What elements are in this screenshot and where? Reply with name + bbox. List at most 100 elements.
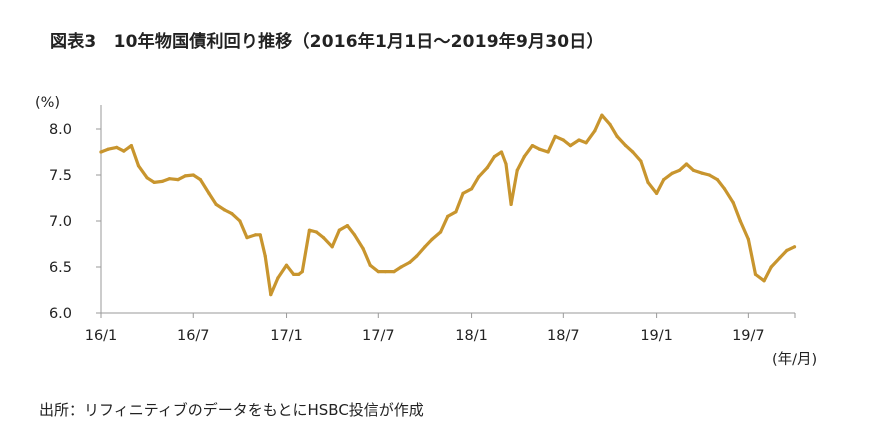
chart-labels: 6.0 6.5 7.0 7.5 8.0 16/1 16/7 17/1 17/7 18/1 18/7 1… (35, 95, 817, 368)
x-tick-label: 17/7 (362, 328, 395, 344)
chart-series (99, 113, 797, 297)
data-point (546, 150, 550, 154)
data-point (330, 245, 334, 249)
data-point (707, 173, 711, 177)
data-point (183, 174, 187, 178)
data-point (345, 224, 349, 228)
data-point (258, 233, 262, 237)
data-point (176, 178, 180, 182)
data-point (191, 173, 195, 177)
data-point (485, 166, 489, 170)
data-point (684, 162, 689, 166)
data-point (392, 270, 396, 274)
data-point (778, 256, 782, 260)
data-point (245, 236, 249, 240)
data-point (106, 147, 110, 151)
data-point (122, 149, 126, 153)
data-point (284, 263, 289, 267)
data-point (361, 247, 365, 251)
data-point (430, 237, 434, 241)
data-point (352, 233, 357, 237)
x-tick-label: 16/1 (85, 328, 118, 344)
data-point (662, 178, 666, 182)
data-point (415, 254, 419, 258)
data-point (608, 122, 612, 126)
data-point (337, 228, 341, 232)
data-point (746, 237, 751, 241)
x-tick-label: 16/7 (177, 328, 210, 344)
data-point (499, 150, 504, 154)
data-point (470, 187, 474, 191)
data-point (785, 248, 789, 252)
data-point (368, 263, 372, 267)
data-point (792, 245, 797, 249)
data-point (152, 180, 156, 184)
data-point (292, 272, 296, 276)
data-point (504, 162, 508, 166)
data-point (670, 171, 674, 175)
y-tick-label: 6.5 (49, 260, 72, 276)
data-point (584, 141, 588, 145)
data-point (408, 260, 412, 264)
data-point (530, 144, 535, 148)
data-point (477, 175, 481, 179)
data-point (715, 178, 720, 182)
data-point (297, 272, 301, 276)
data-point (738, 219, 742, 223)
data-point (646, 180, 650, 184)
data-point (615, 134, 619, 138)
data-point (577, 138, 581, 142)
data-point (492, 155, 496, 159)
data-point (383, 270, 387, 274)
data-point (160, 179, 164, 183)
series-line (99, 113, 797, 297)
y-tick-label: 8.0 (49, 122, 72, 138)
data-point (522, 155, 526, 159)
y-axis-unit-label: (%) (35, 95, 60, 111)
data-point (593, 129, 597, 133)
data-point (321, 236, 326, 240)
data-point (624, 144, 628, 148)
data-point (692, 168, 696, 172)
data-point (207, 191, 211, 195)
data-point (568, 144, 573, 148)
data-point (254, 233, 258, 237)
data-point (269, 293, 273, 297)
y-tick-label: 7.0 (49, 214, 72, 230)
data-point (515, 168, 519, 172)
data-point (639, 159, 643, 163)
data-point (238, 219, 242, 223)
data-point (762, 279, 766, 283)
data-point (561, 138, 565, 142)
data-point (769, 265, 773, 269)
data-point (753, 272, 758, 276)
data-point (276, 276, 280, 280)
x-axis-unit-label: (年/月) (772, 351, 817, 368)
data-point (677, 168, 682, 172)
data-point (631, 150, 635, 154)
data-point (700, 171, 704, 175)
data-point (263, 254, 267, 258)
data-point (300, 270, 304, 274)
data-point (461, 191, 465, 195)
data-point (198, 178, 202, 182)
data-point (509, 202, 513, 206)
data-point (129, 144, 133, 148)
data-point (307, 228, 311, 232)
data-point (423, 245, 427, 249)
data-point (399, 265, 403, 269)
x-tick-label: 18/1 (455, 328, 488, 344)
data-point (600, 113, 604, 117)
data-point (223, 208, 227, 212)
data-point (446, 214, 450, 218)
data-point (214, 202, 218, 206)
data-point (167, 177, 171, 181)
chart-title: 図表3 10年物国債利回り推移（2016年1月1日～2019年9月30日） (50, 32, 604, 52)
data-point (145, 176, 149, 180)
chart-axes (96, 105, 796, 318)
y-tick-label: 7.5 (49, 168, 72, 184)
x-tick-label: 17/1 (270, 328, 303, 344)
data-point (376, 270, 380, 274)
y-tick-label: 6.0 (49, 306, 72, 322)
